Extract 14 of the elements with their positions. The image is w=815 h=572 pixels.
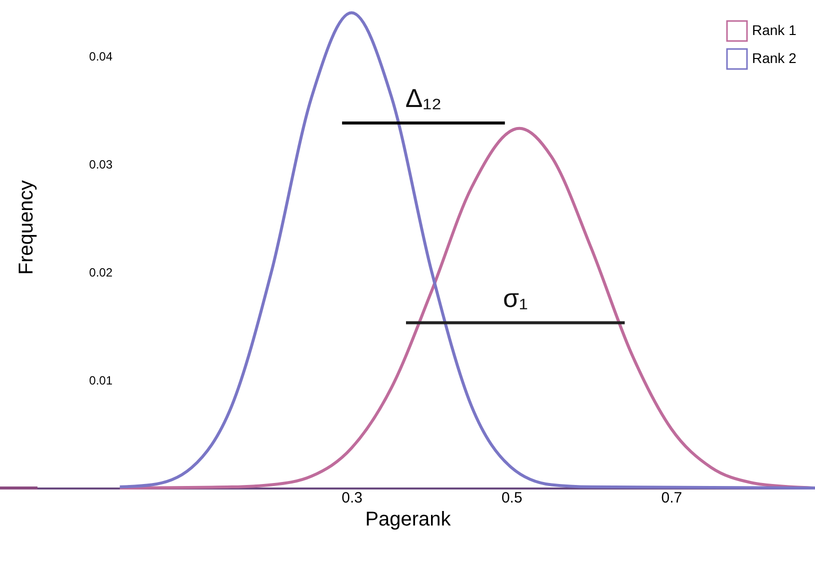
legend-label: Rank 2 <box>752 50 797 66</box>
annotation: σ₁ <box>502 282 528 313</box>
y-tick-label: 0.02 <box>89 266 113 280</box>
x-axis-title: Pagerank <box>365 508 452 530</box>
legend-label: Rank 1 <box>752 22 797 38</box>
x-tick-label: 0.7 <box>661 490 682 506</box>
y-tick-label: 0.03 <box>89 158 113 172</box>
y-axis-title: Frequency <box>16 180 38 275</box>
x-tick-label: 0.5 <box>501 490 522 506</box>
annotation: Δ₁₂ <box>405 82 442 113</box>
x-tick-label: 0.3 <box>342 490 362 506</box>
line-series <box>118 11 815 490</box>
y-tick-label: 0.01 <box>89 374 113 388</box>
y-tick-label: 0.04 <box>89 50 113 64</box>
